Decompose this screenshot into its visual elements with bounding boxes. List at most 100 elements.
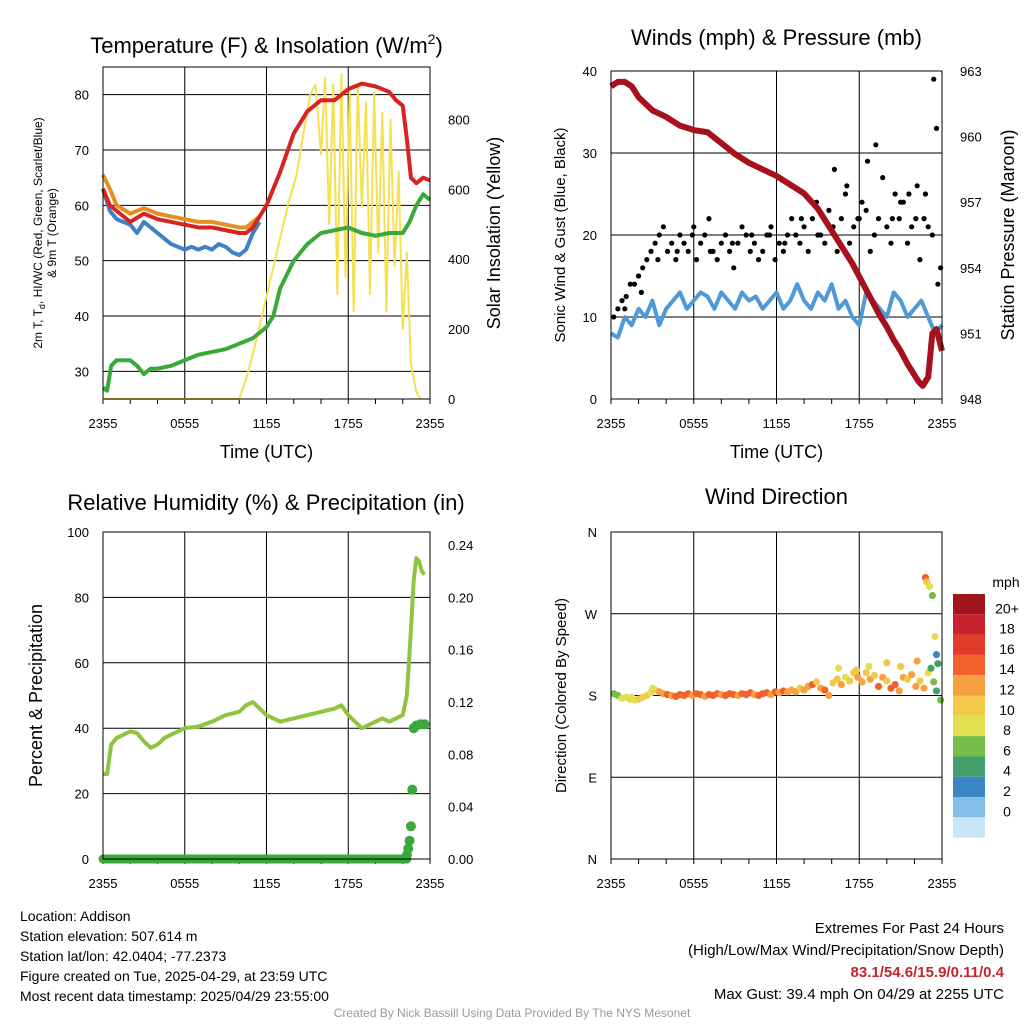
gust-point [880, 175, 886, 181]
legend-swatch [953, 634, 985, 655]
legend-swatch [953, 817, 985, 838]
series-line [101, 192, 432, 393]
y-right-tick-label: 0.12 [448, 695, 473, 710]
y-right-axis-label: Station Pressure (Maroon) [998, 129, 1018, 340]
gust-point [638, 289, 644, 295]
direction-point [895, 687, 903, 695]
gust-point [739, 224, 745, 230]
gust-point [664, 248, 671, 254]
legend-swatch [953, 654, 985, 676]
gust-point [856, 216, 862, 222]
direction-point [845, 677, 854, 685]
gust-point [884, 224, 890, 230]
station-location: Location: Addison [20, 908, 131, 924]
chart-title: Wind Direction [705, 484, 848, 509]
gust-point [797, 240, 803, 246]
x-tick-label: 1755 [845, 416, 874, 431]
legend-label: 12 [999, 682, 1015, 698]
plot-frame [102, 66, 431, 400]
x-axis-label: Time (UTC) [220, 442, 313, 462]
y-right-tick-label: 954 [960, 261, 982, 276]
y-right-tick-label: 600 [448, 182, 470, 197]
gust-point [718, 240, 724, 246]
legend-label: 10 [999, 702, 1015, 718]
direction-point [858, 678, 866, 686]
y-tick-label: 50 [75, 254, 89, 269]
y-tick-label: E [588, 770, 597, 785]
direction-point [927, 664, 935, 672]
station-elevation: Station elevation: 507.614 m [20, 928, 198, 944]
gust-point [619, 298, 625, 304]
direction-point [837, 681, 845, 689]
legend-label: 4 [1003, 763, 1011, 779]
direction-point [931, 632, 939, 641]
gust-point [844, 183, 850, 189]
gust-point [615, 306, 621, 312]
gust-point [729, 240, 735, 246]
gust-point [831, 166, 838, 172]
gust-point [691, 224, 697, 230]
extremes-subtitle: (High/Low/Max Wind/Precipitation/Snow De… [688, 942, 1004, 959]
direction-point [865, 662, 873, 671]
gust-point [921, 216, 927, 222]
extremes-summary: Extremes For Past 24 Hours (High/Low/Max… [688, 918, 1004, 1006]
gust-point [809, 216, 815, 222]
y-right-tick-label: 951 [960, 326, 982, 341]
gust-point [805, 248, 811, 254]
y-axis-label: Direction (Colored By Speed) [553, 598, 570, 793]
series-line [101, 81, 431, 235]
direction-point [912, 682, 920, 691]
series-line [101, 174, 261, 230]
gust-point [782, 240, 788, 246]
direction-point [821, 686, 829, 694]
direction-point [934, 660, 942, 668]
y-tick-label: 40 [583, 64, 597, 79]
y-axis-label: Sonic Wind & Gust (Blue, Black) [552, 127, 569, 342]
gust-point [933, 125, 940, 131]
gust-point [776, 240, 782, 246]
y-tick-label: 30 [583, 146, 597, 161]
humidity-line [103, 556, 427, 776]
gust-point [681, 240, 687, 246]
series-line [609, 282, 944, 340]
x-tick-label: 0555 [679, 876, 708, 891]
direction-point [883, 659, 891, 667]
gust-point [685, 248, 691, 254]
gust-point [789, 216, 795, 222]
gust-point [931, 76, 937, 82]
y-right-tick-label: 948 [960, 392, 982, 407]
legend-swatch [953, 797, 985, 818]
legend-title: mph [992, 574, 1019, 590]
gust-point [867, 248, 873, 254]
legend-swatch [953, 695, 985, 716]
legend-label: 14 [999, 661, 1015, 677]
y-tick-label: 70 [75, 143, 89, 158]
y-tick-label: N [588, 852, 597, 867]
gust-point [622, 306, 628, 312]
direction-point [852, 666, 861, 674]
gust-point [635, 273, 642, 279]
gust-point [929, 232, 935, 238]
gust-point [652, 240, 658, 246]
gust-point [842, 191, 849, 197]
y-right-tick-label: 0.08 [448, 747, 473, 762]
legend-swatch [953, 614, 985, 635]
gust-point [698, 240, 704, 246]
precip-point [403, 843, 414, 854]
gust-point [780, 248, 786, 254]
x-tick-label: 1755 [845, 876, 874, 891]
gust-point [871, 232, 878, 238]
y-right-tick-label: 963 [960, 64, 982, 79]
x-tick-label: 1155 [253, 876, 281, 891]
credit-line: Created By Nick Bassill Using Data Provi… [333, 1006, 691, 1020]
y-tick-label: 40 [75, 721, 89, 736]
y-right-tick-label: 400 [448, 252, 470, 267]
gust-point [702, 232, 708, 238]
y-tick-label: 40 [75, 309, 89, 324]
direction-point [854, 673, 862, 681]
direction-point [925, 582, 934, 591]
legend-swatch [953, 736, 985, 757]
gust-point [749, 232, 755, 238]
precip-point [405, 821, 416, 832]
